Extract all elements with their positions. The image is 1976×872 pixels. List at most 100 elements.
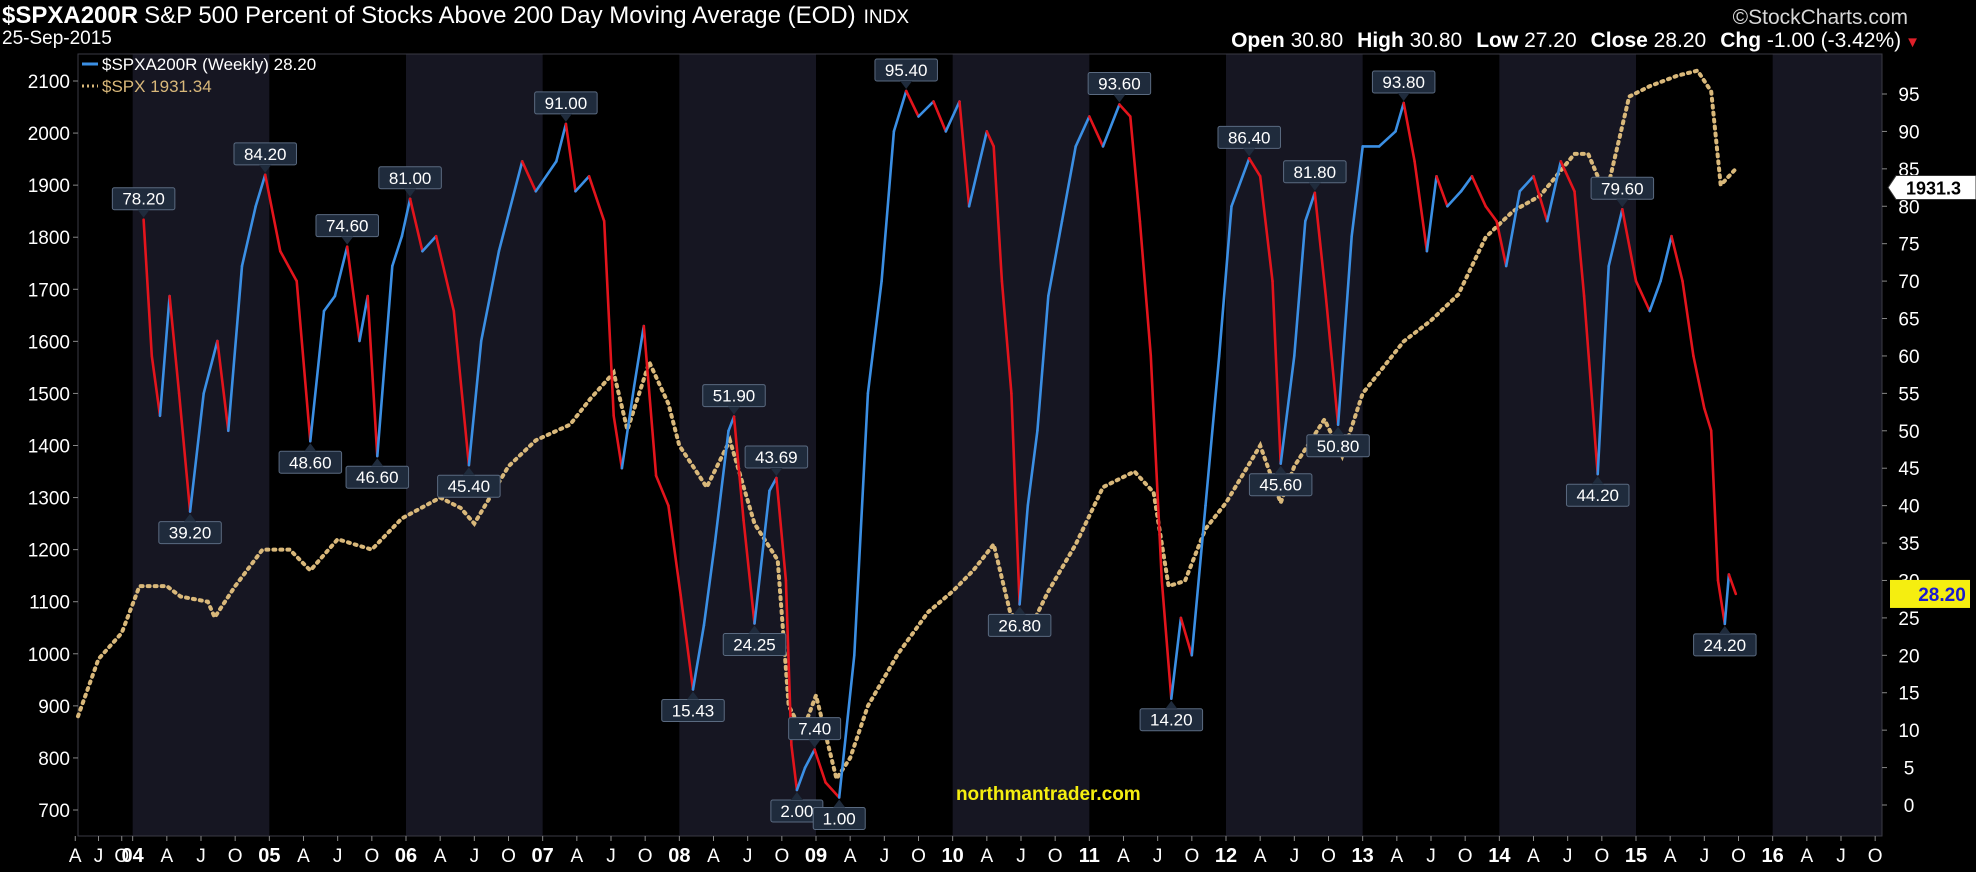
x-tick-label: J <box>196 846 206 867</box>
year-band <box>952 54 1090 836</box>
value-annotation: 93.80 <box>1371 70 1436 101</box>
brand-label: ©StockCharts.com <box>1732 6 1908 29</box>
x-tick-label: J <box>333 846 343 867</box>
spxa200r-segment <box>308 309 326 443</box>
spxa200r-segment <box>408 197 424 253</box>
right-tick-label: 35 <box>1898 534 1919 555</box>
spxa200r-segment <box>1304 191 1317 223</box>
spxa200r-segment <box>434 234 456 313</box>
x-tick-label: J <box>1426 846 1436 867</box>
annotation-label: 45.40 <box>448 477 491 496</box>
spxa200r-segment <box>421 234 438 253</box>
value-annotation: 43.69 <box>744 445 809 477</box>
spxa200r-segment <box>904 89 920 118</box>
annotation-label: 15.43 <box>672 702 715 721</box>
spxa200r-segment <box>667 504 683 597</box>
x-tick-label: O <box>774 846 789 867</box>
value-annotation: 78.20 <box>111 187 176 218</box>
spxa200r-segment <box>702 541 717 627</box>
left-tick-label: 700 <box>38 801 70 822</box>
spxa200r-segment <box>1036 294 1050 433</box>
annotation-label: 84.20 <box>244 145 287 164</box>
annotation-pointer <box>748 625 761 634</box>
annotation-pointer <box>790 792 803 801</box>
spxa200r-segment <box>1659 234 1673 283</box>
annotation-pointer <box>462 467 475 476</box>
annotation-label: 93.80 <box>1382 73 1425 92</box>
spxa200r-segment <box>467 339 483 467</box>
annotation-label: 81.00 <box>389 169 432 188</box>
down-arrow-icon: ▼ <box>1905 34 1920 51</box>
spxa200r-segment <box>534 160 558 193</box>
x-tick-label: 06 <box>395 845 417 867</box>
x-tick-label: J <box>1290 846 1300 867</box>
spxa200r-segment <box>333 245 349 298</box>
spxa200r-segment <box>932 100 948 133</box>
spxa200r-segment <box>1118 103 1132 118</box>
spxa200r-segment <box>479 249 501 343</box>
spxa200r-segment <box>1394 101 1405 133</box>
chart-title: $SPXA200R S&P 500 Percent of Stocks Above… <box>2 2 909 30</box>
spxa200r-segment <box>366 294 379 458</box>
spxa200r-segment <box>803 748 816 769</box>
x-tick-label: 08 <box>668 845 690 867</box>
spxa200r-segment <box>188 392 205 513</box>
spxa200r-segment <box>322 294 337 313</box>
spxa200r-segment <box>753 489 771 625</box>
x-tick-label: 12 <box>1215 845 1237 867</box>
legend: $SPXA200R (Weekly) 28.20 $SPX 1931.34 <box>82 55 316 96</box>
x-tick-label: 14 <box>1488 845 1511 867</box>
x-tick-label: J <box>1836 846 1846 867</box>
annotation-label: 45.60 <box>1259 476 1302 495</box>
annotation-pointer <box>687 691 699 700</box>
annotation-pointer <box>728 406 740 415</box>
left-tick-label: 1000 <box>28 645 70 666</box>
spxa200r-segment <box>177 392 192 513</box>
spxa200r-segment <box>852 392 870 657</box>
spxa200r-segment <box>254 173 267 208</box>
year-band <box>1499 54 1636 836</box>
chart-date: 25-Sep-2015 <box>2 28 112 49</box>
spxa200r-segment <box>1074 115 1091 148</box>
spxa200r-segment <box>620 384 636 470</box>
x-tick-label: 15 <box>1625 845 1647 867</box>
spxa200r-segment <box>1621 208 1638 283</box>
spxa200r-segment <box>1129 115 1142 223</box>
high-value: 30.80 <box>1409 29 1463 52</box>
right-tick-label: 50 <box>1898 422 1919 443</box>
annotation-label: 26.80 <box>998 616 1041 635</box>
x-tick-label: J <box>1153 846 1163 867</box>
annotation-pointer <box>770 468 783 477</box>
annotation-label: 81.80 <box>1294 163 1337 182</box>
value-annotation: 44.20 <box>1565 476 1630 507</box>
spxa200r-segment <box>158 294 171 418</box>
spxa200r-segment <box>1088 115 1105 148</box>
right-tick-label: 45 <box>1898 459 1919 480</box>
symbol: $SPXA200R <box>2 2 139 29</box>
x-tick-label: 05 <box>258 845 280 867</box>
value-annotation: 74.60 <box>315 214 379 245</box>
annotation-pointer <box>1591 476 1604 485</box>
value-annotation: 79.60 <box>1590 176 1655 208</box>
spxa200r-segment <box>520 160 538 193</box>
value-annotation: 15.43 <box>661 691 725 723</box>
x-tick-label: A <box>434 846 447 867</box>
annotation-label: 86.40 <box>1228 128 1271 147</box>
spxa200r-segment <box>1149 354 1164 582</box>
close-value: 28.20 <box>1653 29 1707 52</box>
ohlc-readout: Open 30.80 High 30.80 Low 27.20 Close 28.20… <box>1217 29 1920 53</box>
annotation-label: 39.20 <box>169 524 212 543</box>
spxa200r-segment <box>768 476 778 493</box>
spxa200r-segment <box>142 218 154 358</box>
value-annotation: 51.90 <box>702 384 766 415</box>
spxa200r-segment <box>1559 160 1576 193</box>
spxa200r-segment <box>216 339 230 433</box>
spx-last-value-box <box>1887 175 1976 201</box>
left-tick-label: 2000 <box>28 124 70 145</box>
x-tick-label: A <box>1390 846 1403 867</box>
value-annotation: 1.00 <box>812 799 866 831</box>
annotation-label: 46.60 <box>356 468 399 487</box>
spxa200r-segment <box>679 594 695 691</box>
annotation-label: 43.69 <box>755 448 798 467</box>
